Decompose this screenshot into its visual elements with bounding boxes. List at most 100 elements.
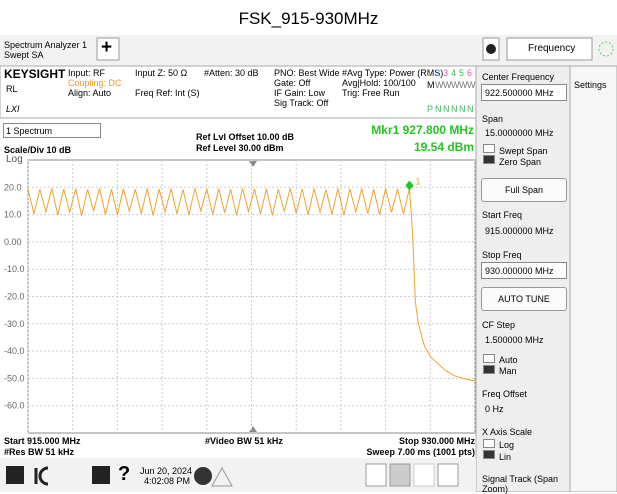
stop-box[interactable] bbox=[481, 262, 567, 279]
auto-check[interactable] bbox=[483, 354, 495, 363]
settings-bg bbox=[569, 65, 617, 492]
scale-type: Log bbox=[6, 154, 23, 165]
warn-icon[interactable] bbox=[211, 466, 233, 487]
trace-traces: 1 bbox=[427, 68, 433, 78]
rbw: #Res BW 51 kHz bbox=[4, 447, 75, 457]
touch-icon[interactable] bbox=[389, 463, 411, 487]
layout-icon[interactable] bbox=[413, 463, 435, 487]
trace-traces: 4 bbox=[451, 68, 457, 78]
brand: KEYSIGHT bbox=[4, 67, 66, 81]
track[interactable]: Signal Track (Span Zoom) bbox=[482, 474, 559, 494]
add[interactable]: + bbox=[101, 37, 113, 58]
file-icon[interactable] bbox=[92, 466, 110, 484]
man-check[interactable] bbox=[483, 365, 495, 374]
date: Jun 20, 2024 bbox=[140, 466, 193, 476]
trace-traces: 6 bbox=[467, 68, 473, 78]
window-select[interactable] bbox=[3, 123, 101, 138]
trace-dets: N bbox=[451, 104, 458, 114]
align: Align: Auto bbox=[68, 88, 112, 98]
msg-icon[interactable] bbox=[194, 467, 212, 485]
y-tick-label: -30.0 bbox=[4, 319, 25, 329]
atten: #Atten: 30 dB bbox=[204, 68, 259, 78]
lin-check[interactable] bbox=[483, 450, 495, 459]
swept-check[interactable] bbox=[483, 144, 495, 153]
center-box[interactable] bbox=[481, 84, 567, 101]
win-icon[interactable] bbox=[6, 466, 24, 484]
marker bbox=[405, 180, 414, 191]
zero[interactable]: Zero Span bbox=[499, 157, 542, 167]
auto-tune[interactable]: AUTO TUNE bbox=[481, 287, 567, 311]
zero-check[interactable] bbox=[483, 155, 495, 164]
menu-btn[interactable] bbox=[506, 37, 593, 61]
trace-dets: P bbox=[427, 104, 434, 114]
full-icon[interactable] bbox=[437, 463, 459, 487]
gate: Gate: Off bbox=[274, 78, 311, 88]
y-tick-label: 0.00 bbox=[4, 237, 22, 247]
start-value[interactable]: 915.000000 MHz bbox=[485, 226, 554, 236]
avg-type: #Avg Type: Power (RMS) bbox=[342, 68, 444, 78]
span-label[interactable]: Span bbox=[482, 114, 504, 124]
trace-traces: 3 bbox=[443, 68, 449, 78]
trace-types: W bbox=[443, 80, 452, 90]
trace-traces: 2 bbox=[435, 68, 441, 78]
settings[interactable]: Settings bbox=[574, 80, 607, 90]
input-z: Input Z: 50 Ω bbox=[135, 68, 188, 78]
swept[interactable]: Swept Span bbox=[499, 146, 548, 156]
undo-icon[interactable] bbox=[34, 466, 49, 486]
stop-value[interactable]: 930.000000 MHz bbox=[485, 266, 554, 276]
log-check[interactable] bbox=[483, 439, 495, 448]
menu[interactable]: Frequency bbox=[528, 43, 576, 54]
stop-label[interactable]: Stop Freq bbox=[482, 250, 522, 260]
stop: Stop 930.000 MHz bbox=[398, 436, 475, 446]
y-tick-label: -20.0 bbox=[4, 292, 25, 302]
scale: Scale/Div 10 dB bbox=[4, 145, 72, 155]
coupling: Coupling: DC bbox=[68, 78, 122, 88]
trace-types: M bbox=[427, 80, 435, 90]
rl: RL bbox=[6, 84, 18, 94]
offset-label[interactable]: Freq Offset bbox=[482, 389, 527, 399]
avg-hold: Avg|Hold: 100/100 bbox=[342, 78, 416, 88]
trace-types: W bbox=[467, 80, 476, 90]
cf-value[interactable]: 1.500000 MHz bbox=[485, 335, 544, 345]
man[interactable]: Man bbox=[499, 366, 517, 376]
window[interactable]: 1 Spectrum bbox=[6, 126, 53, 136]
time: 4:02:08 PM bbox=[144, 476, 191, 486]
vbw: #Video BW 51 kHz bbox=[205, 436, 283, 446]
trace-traces: 5 bbox=[459, 68, 465, 78]
marker-id: 1 bbox=[415, 177, 420, 187]
trig: Trig: Free Run bbox=[342, 88, 400, 98]
auto[interactable]: Auto bbox=[499, 355, 518, 365]
ref-offset: Ref Lvl Offset 10.00 dB bbox=[196, 132, 295, 142]
input: Input: RF bbox=[68, 68, 106, 78]
span-value[interactable]: 15.0000000 MHz bbox=[485, 128, 554, 138]
sig-track: Sig Track: Off bbox=[274, 98, 329, 108]
y-tick-label: -60.0 bbox=[4, 401, 25, 411]
app-name: Spectrum Analyzer 1 bbox=[4, 40, 88, 50]
xscale-label[interactable]: X Axis Scale bbox=[482, 427, 533, 437]
lin[interactable]: Lin bbox=[499, 452, 512, 462]
title: FSK_915-930MHz bbox=[238, 9, 379, 28]
panel-bg bbox=[475, 65, 571, 492]
start-label[interactable]: Start Freq bbox=[482, 210, 523, 220]
cf-label[interactable]: CF Step bbox=[482, 320, 516, 330]
log[interactable]: Log bbox=[499, 440, 515, 450]
add-btn[interactable] bbox=[96, 37, 120, 61]
center-value[interactable]: 922.500000 MHz bbox=[485, 88, 554, 98]
center-label[interactable]: Center Frequency bbox=[482, 72, 555, 82]
status-bg bbox=[0, 65, 477, 119]
trace-types: W bbox=[451, 80, 460, 90]
help[interactable]: ? bbox=[118, 463, 131, 485]
gear-icon bbox=[486, 44, 496, 54]
if-gain: IF Gain: Low bbox=[274, 88, 326, 98]
trace-types: W bbox=[435, 80, 444, 90]
keypad-icon[interactable] bbox=[365, 463, 387, 487]
y-tick-label: 20.0 bbox=[4, 182, 22, 192]
offset-value[interactable]: 0 Hz bbox=[485, 404, 504, 414]
spinner bbox=[598, 41, 614, 57]
trace-dets: N bbox=[435, 104, 442, 114]
marker-value: 19.54 dBm bbox=[413, 140, 474, 154]
full-span[interactable]: Full Span bbox=[481, 178, 567, 202]
marker-freq: Mkr1 927.800 MHz bbox=[371, 123, 474, 137]
